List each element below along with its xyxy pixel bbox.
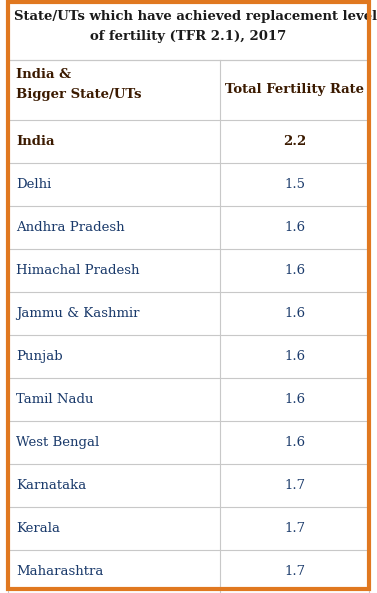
Text: Andhra Pradesh: Andhra Pradesh [16,221,125,234]
Text: Jammu & Kashmir: Jammu & Kashmir [16,307,139,320]
Text: Bigger State/UTs: Bigger State/UTs [16,88,141,101]
Text: Karnataka: Karnataka [16,479,86,492]
Text: 1.7: 1.7 [284,522,305,535]
Text: Delhi: Delhi [16,178,51,191]
Text: Himachal Pradesh: Himachal Pradesh [16,264,139,277]
Text: 1.6: 1.6 [284,350,305,363]
Text: 1.7: 1.7 [284,479,305,492]
Text: Punjab: Punjab [16,350,63,363]
Text: Maharashtra: Maharashtra [16,565,103,578]
Text: 1.6: 1.6 [284,393,305,406]
Text: 1.5: 1.5 [284,178,305,191]
Text: 2.2: 2.2 [283,135,306,148]
Text: State/UTs which have achieved replacement level: State/UTs which have achieved replacemen… [14,10,377,23]
Text: Total Fertility Rate: Total Fertility Rate [225,84,364,97]
Text: 1.7: 1.7 [284,565,305,578]
Text: West Bengal: West Bengal [16,436,99,449]
Text: 1.6: 1.6 [284,221,305,234]
Text: of fertility (TFR 2.1), 2017: of fertility (TFR 2.1), 2017 [90,30,287,43]
Text: 1.6: 1.6 [284,436,305,449]
Text: 1.6: 1.6 [284,307,305,320]
Text: India: India [16,135,55,148]
Text: India &: India & [16,68,71,81]
Text: Tamil Nadu: Tamil Nadu [16,393,93,406]
Text: Kerala: Kerala [16,522,60,535]
Text: 1.6: 1.6 [284,264,305,277]
